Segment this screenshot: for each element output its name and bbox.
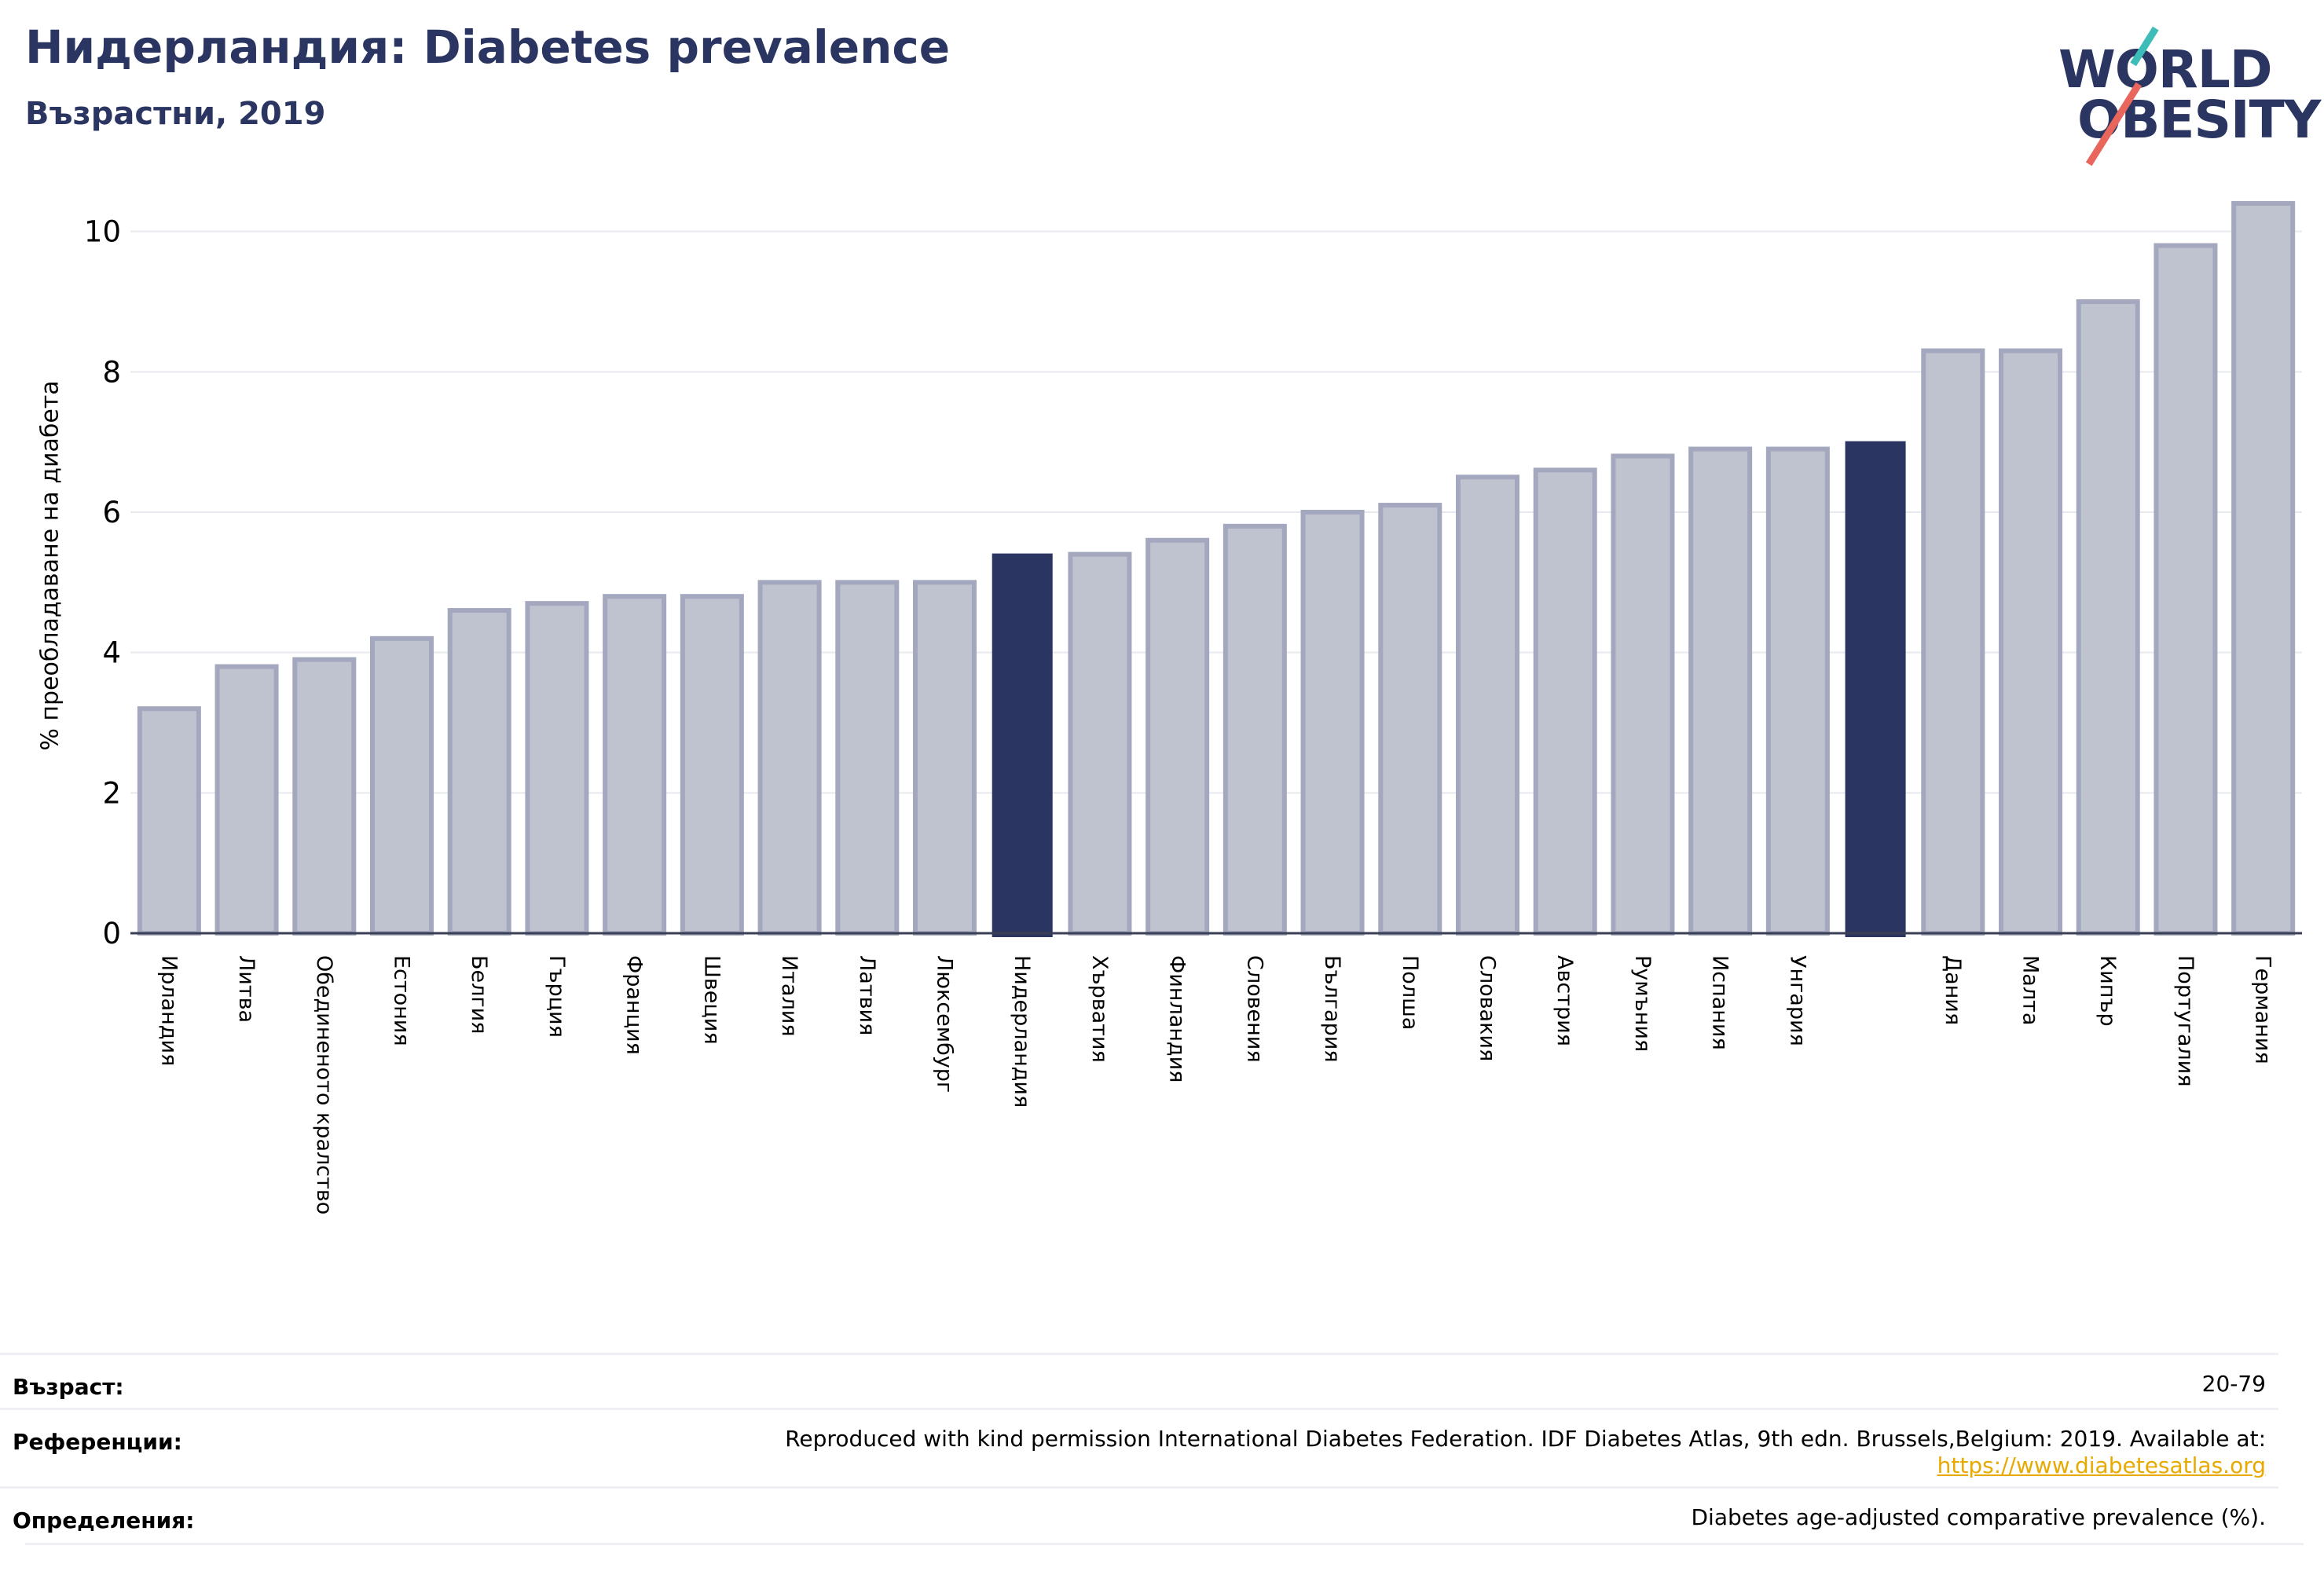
x-tick-label: Обединеното кралство xyxy=(312,955,336,1214)
bar xyxy=(137,706,201,936)
info-row-age: Възраст: 20-79 xyxy=(0,1353,2278,1410)
y-tick-label: 6 xyxy=(102,496,121,529)
bar xyxy=(912,580,977,936)
x-tick-label: Белгия xyxy=(467,955,491,1034)
x-tick-label: Италия xyxy=(777,955,801,1037)
x-tick-label: Гърция xyxy=(544,955,569,1038)
x-tick-label: Швеция xyxy=(699,955,724,1045)
bar xyxy=(1533,467,1597,936)
chart-title: Нидерландия: Diabetes prevalence xyxy=(25,20,951,74)
bottom-divider xyxy=(25,1543,2304,1545)
bar-highlighted xyxy=(1845,441,1906,937)
x-tick-label: Германия xyxy=(2251,955,2275,1064)
x-tick-label: Унгария xyxy=(1785,955,1809,1046)
bar xyxy=(1222,523,1287,936)
bars xyxy=(137,200,2296,937)
y-axis-label: % преобладаване на диабета xyxy=(36,380,64,751)
x-tick-label: Словакия xyxy=(1475,955,1500,1061)
bar xyxy=(757,580,822,936)
y-tick-label: 8 xyxy=(102,355,121,389)
bar-highlighted xyxy=(992,553,1053,937)
diabetesatlas-link[interactable]: https://www.diabetesatlas.org xyxy=(1937,1452,2266,1478)
x-tick-label: Словения xyxy=(1242,955,1266,1063)
x-tick-label: България xyxy=(1320,955,1344,1063)
bar xyxy=(1300,510,1365,936)
references-value: Reproduced with kind permission Internat… xyxy=(785,1426,2266,1479)
world-obesity-logo: WORLD OBESITY xyxy=(2043,22,2321,167)
bar xyxy=(1611,453,1675,936)
bar xyxy=(2076,299,2140,936)
x-tick-label: Кипър xyxy=(2095,955,2120,1027)
bar xyxy=(214,664,279,936)
bar xyxy=(835,580,900,936)
bar xyxy=(680,594,744,936)
x-tick-label: Латвия xyxy=(855,955,879,1035)
x-tick-label: Нидерландия xyxy=(1010,955,1034,1108)
bar xyxy=(1146,537,1210,936)
x-tick-label: Австрия xyxy=(1552,955,1577,1046)
bar xyxy=(1068,551,1132,936)
bar-chart: 0 2 4 6 8 10 Ирландия Литва Обединеното кралств… xyxy=(84,200,2302,1214)
bar xyxy=(1921,348,1985,936)
x-tick-label: Франция xyxy=(622,955,647,1055)
x-tick-label: Португалия xyxy=(2173,955,2198,1086)
y-tick-label: 0 xyxy=(102,917,121,951)
age-label: Възраст: xyxy=(13,1374,124,1400)
y-tick-label: 2 xyxy=(102,776,121,810)
logo-line-1: WORLD xyxy=(2058,39,2273,100)
bar xyxy=(603,594,667,936)
x-tick-label: Естония xyxy=(390,955,414,1046)
x-tick-labels: Ирландия Литва Обединеното кралство Естония… xyxy=(156,955,2275,1214)
definitions-label: Определения: xyxy=(13,1507,195,1533)
references-label: Референции: xyxy=(13,1429,182,1455)
references-text: Reproduced with kind permission Internat… xyxy=(785,1426,2266,1452)
bar xyxy=(2231,200,2296,936)
bar xyxy=(1688,446,1753,936)
bar xyxy=(1998,348,2063,936)
age-value: 20-79 xyxy=(2201,1371,2266,1397)
x-tick-label: Полша xyxy=(1398,955,1422,1030)
bar xyxy=(2154,243,2218,936)
x-tick-label: Малта xyxy=(2018,955,2043,1025)
bar xyxy=(1455,474,1520,936)
x-tick-label: Литва xyxy=(234,955,258,1023)
definitions-value: Diabetes age-adjusted comparative preval… xyxy=(1691,1504,2267,1530)
x-tick-label: Хърватия xyxy=(1087,955,1112,1063)
x-tick-label: Румъния xyxy=(1630,955,1655,1052)
x-tick-label: Люксембург xyxy=(933,955,957,1093)
info-row-references: Референции: Reproduced with kind permiss… xyxy=(0,1408,2278,1489)
y-tick-label: 4 xyxy=(102,636,121,670)
bar xyxy=(292,657,357,936)
bar xyxy=(447,608,511,936)
x-tick-label: Финландия xyxy=(1165,955,1189,1082)
x-tick-label: Дания xyxy=(1941,955,1965,1025)
y-tick-labels: 0 2 4 6 8 10 xyxy=(84,215,121,951)
chart-subtitle: Възрастни, 2019 xyxy=(25,96,326,132)
info-row-definitions: Определения: Diabetes age-adjusted compa… xyxy=(0,1486,2278,1545)
x-tick-label: Испания xyxy=(1708,955,1732,1050)
bar xyxy=(525,601,589,936)
bar xyxy=(1765,446,1830,936)
bar xyxy=(1378,503,1442,936)
bar xyxy=(369,635,434,936)
x-tick-label: Ирландия xyxy=(156,955,181,1066)
y-tick-label: 10 xyxy=(84,215,121,249)
